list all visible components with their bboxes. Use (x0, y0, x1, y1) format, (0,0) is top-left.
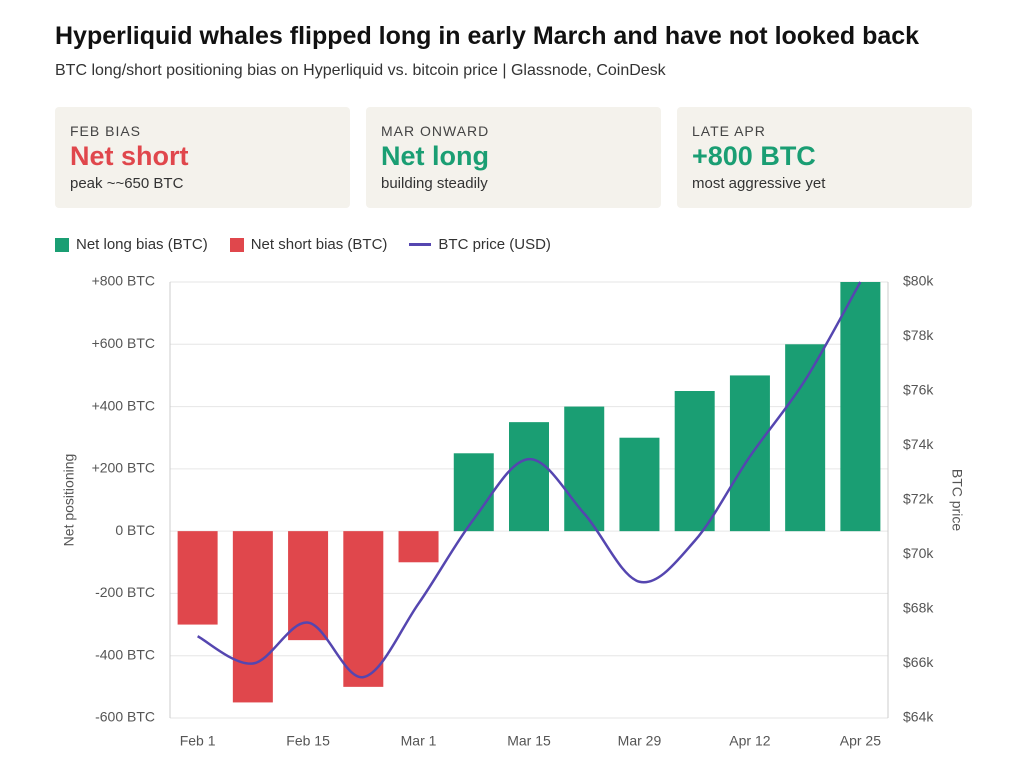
legend-item: Net long bias (BTC) (55, 236, 208, 253)
legend-item: BTC price (USD) (409, 236, 551, 253)
bar (674, 391, 715, 532)
x-tick-label: Feb 1 (180, 733, 216, 749)
y-tick-label: +600 BTC (92, 335, 155, 351)
card-note: peak ~~650 BTC (70, 175, 184, 192)
y2-axis-title: BTC price (949, 469, 965, 531)
y2-tick-label: $72k (903, 491, 934, 507)
card-value: Net long (381, 141, 489, 171)
x-tick-label: Apr 12 (729, 733, 770, 749)
y2-tick-label: $70k (903, 545, 934, 561)
stat-card: FEB BIAS Net short peak ~~650 BTC (55, 107, 350, 208)
card-label: FEB BIAS (70, 123, 142, 139)
y-tick-label: -400 BTC (95, 646, 155, 662)
price-line (197, 281, 862, 679)
x-tick-label: Apr 25 (840, 733, 881, 749)
legend-swatch (229, 237, 244, 252)
card-label: MAR ONWARD (381, 123, 490, 139)
y2-tick-label: $68k (903, 600, 934, 616)
y-tick-label: +400 BTC (92, 397, 155, 413)
y2-tick-label: $80k (903, 273, 934, 289)
legend-label: Net long bias (BTC) (76, 236, 208, 253)
bar (785, 344, 826, 532)
chart-subtitle: BTC long/short positioning bias on Hyper… (55, 62, 666, 79)
x-tick-label: Mar 1 (401, 733, 437, 749)
x-tick-label: Mar 15 (507, 733, 551, 749)
legend-label: BTC price (USD) (438, 236, 551, 253)
y-axis-title: Net positioning (61, 454, 77, 547)
bar (398, 531, 439, 563)
y2-tick-label: $76k (903, 382, 934, 398)
bar (177, 531, 218, 625)
bar (509, 422, 549, 532)
card-value: Net short (70, 141, 189, 171)
bar (232, 531, 273, 703)
y-tick-label: 0 BTC (115, 522, 155, 538)
legend-label: Net short bias (BTC) (250, 236, 388, 253)
legend: Net long bias (BTC) Net short bias (BTC) B… (55, 236, 551, 253)
y-tick-label: +800 BTC (92, 273, 155, 289)
card-label: LATE APR (692, 123, 766, 139)
legend-item: Net short bias (BTC) (229, 236, 388, 253)
y-tick-label: -200 BTC (95, 584, 155, 600)
card-note: building steadily (381, 175, 488, 192)
card-note: most aggressive yet (692, 175, 826, 192)
y2-tick-label: $78k (903, 327, 934, 343)
stat-card: LATE APR +800 BTC most aggressive yet (677, 107, 972, 208)
x-tick-label: Mar 29 (618, 733, 662, 749)
stat-card: MAR ONWARD Net long building steadily (366, 107, 661, 208)
y-tick-label: -600 BTC (95, 709, 155, 725)
bar (840, 282, 881, 532)
chart-title: Hyperliquid whales flipped long in early… (55, 22, 920, 50)
legend-swatch (55, 237, 69, 252)
bar (343, 531, 384, 687)
y2-tick-label: $64k (903, 709, 934, 725)
y2-tick-label: $74k (903, 436, 934, 452)
bar (564, 406, 605, 532)
y-tick-label: +200 BTC (92, 460, 155, 476)
card-value: +800 BTC (692, 141, 816, 171)
bar (619, 437, 660, 532)
bar (729, 375, 770, 532)
y2-tick-label: $66k (903, 654, 934, 670)
legend-swatch (409, 243, 432, 246)
x-tick-label: Feb 15 (286, 733, 330, 749)
